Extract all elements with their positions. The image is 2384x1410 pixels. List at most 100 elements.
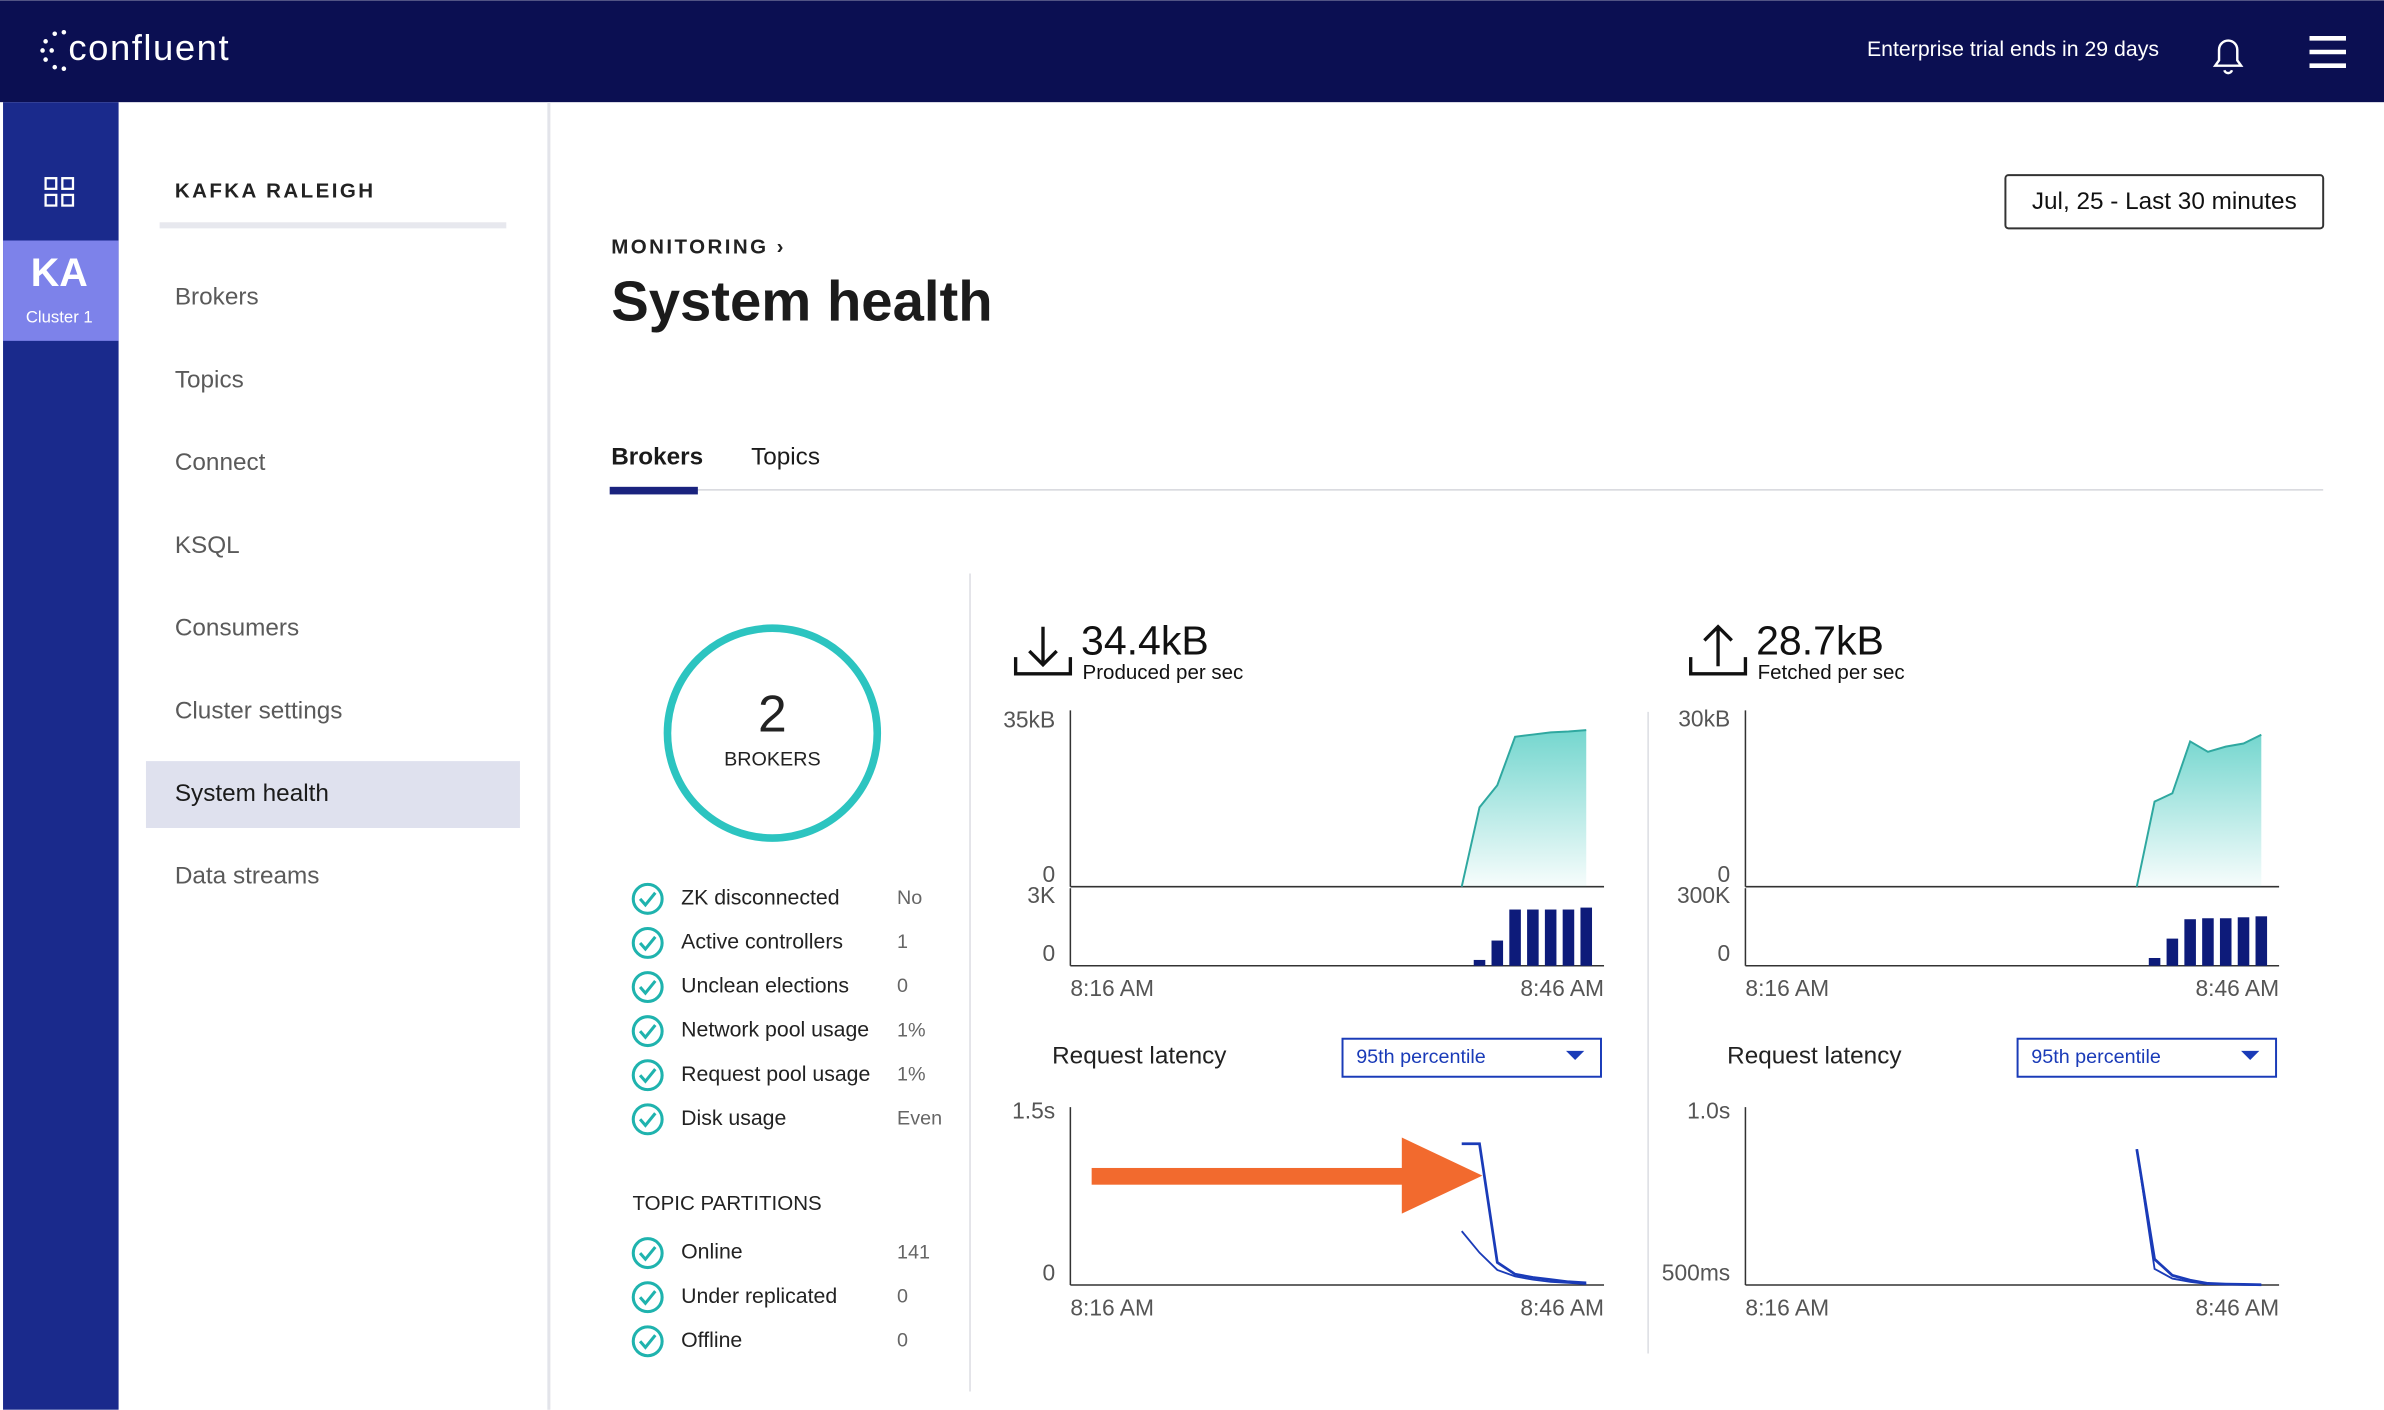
request-bar <box>1509 909 1521 966</box>
latency-line <box>2135 1149 2262 1286</box>
check-mark <box>638 979 657 996</box>
request-bar <box>1580 907 1593 966</box>
tab-indicator <box>609 486 698 495</box>
request-bar <box>1562 909 1575 966</box>
x-tick-label: 8:16 AM <box>1070 1294 1154 1320</box>
x-tick-label: 8:46 AM <box>1520 1294 1604 1320</box>
check-mark <box>638 1246 657 1262</box>
check-mark <box>638 1068 657 1084</box>
stat-label: Request pool usage <box>681 1062 870 1086</box>
stat-value: 1% <box>897 1019 926 1041</box>
broker-count: 2 <box>758 685 787 743</box>
request-bar <box>2255 916 2268 966</box>
request-bar <box>1491 940 1504 966</box>
stat-value: 0 <box>897 1330 908 1352</box>
request-bar <box>2166 938 2179 966</box>
y-tick-label: 3K <box>1027 882 1055 908</box>
bell-icon[interactable] <box>2212 39 2244 75</box>
y-tick-label: 0 <box>1042 861 1055 887</box>
stat-label: Online <box>681 1240 742 1264</box>
cluster-tile[interactable] <box>3 240 119 341</box>
y-tick-label: 0 <box>1718 861 1731 887</box>
latency-line <box>1461 1230 1587 1285</box>
check-mark <box>638 1290 657 1306</box>
percentile-dropdown[interactable] <box>1341 1037 1602 1078</box>
page-title: System health <box>611 270 992 333</box>
tab[interactable]: Topics <box>751 443 820 470</box>
tab[interactable]: Brokers <box>611 443 703 470</box>
check-mark <box>638 1112 657 1128</box>
percentile-dropdown[interactable] <box>2016 1037 2278 1078</box>
check-mark <box>638 935 657 952</box>
y-tick-label: 1.0s <box>1687 1098 1730 1124</box>
broker-label: BROKERS <box>724 749 821 771</box>
stat-label: ZK disconnected <box>681 885 839 909</box>
sidebar-title: KAFKA RALEIGH <box>175 179 376 202</box>
y-tick-label: 0 <box>1718 940 1731 966</box>
check-icon <box>631 1103 664 1136</box>
request-bar <box>2202 918 2214 966</box>
breadcrumb[interactable]: MONITORING › <box>611 236 786 259</box>
cluster-label: Cluster 1 <box>26 307 93 326</box>
y-tick-label: 30kB <box>1678 705 1730 731</box>
throughput-line <box>2135 733 2262 887</box>
percentile-label: 95th percentile <box>1356 1046 1486 1068</box>
grid-icon[interactable] <box>44 177 75 207</box>
partitions-title: TOPIC PARTITIONS <box>632 1192 821 1215</box>
check-icon <box>631 1237 664 1270</box>
broker-ring <box>663 624 882 842</box>
percentile-label: 95th percentile <box>2031 1046 2161 1068</box>
latency-title: Request latency <box>1727 1042 1902 1069</box>
check-icon <box>631 1281 664 1314</box>
stat-value: No <box>897 887 922 909</box>
sidebar-item[interactable]: Connect <box>175 449 266 476</box>
sidebar-item[interactable]: System health <box>175 780 329 807</box>
tabs: Brokers Topics <box>609 443 820 495</box>
date-range-button[interactable] <box>2004 174 2325 230</box>
y-tick-label: 0 <box>1042 1259 1055 1285</box>
metric-value: 34.4kB <box>1081 617 1209 663</box>
request-bar <box>2184 919 2196 966</box>
stat-value: 141 <box>897 1241 930 1263</box>
request-bar <box>1527 909 1539 966</box>
metric-value: 28.7kB <box>1756 617 1884 663</box>
stat-label: Disk usage <box>681 1106 786 1130</box>
sidebar-menu: Brokers Topics Connect KSQL Consumers Cluster… <box>145 284 520 890</box>
check-icon <box>631 1059 664 1092</box>
annotation-arrow <box>1091 1137 1483 1214</box>
menu-icon[interactable] <box>2309 36 2346 68</box>
x-tick-label: 8:46 AM <box>2195 1294 2279 1320</box>
y-tick-label: 300K <box>1677 882 1730 908</box>
sidebar-item[interactable]: Data streams <box>175 863 320 890</box>
request-bar <box>2237 917 2250 966</box>
x-tick-label: 8:46 AM <box>1520 975 1604 1001</box>
sidebar-item[interactable]: Brokers <box>175 284 259 311</box>
sidebar-item[interactable]: Cluster settings <box>175 697 343 724</box>
request-bar <box>1473 959 1486 966</box>
latency-line <box>2135 1148 2262 1287</box>
throughput-line <box>1460 729 1587 887</box>
check-mark <box>638 1024 657 1040</box>
sidebar-item[interactable]: Consumers <box>175 615 299 642</box>
y-tick-label: 0 <box>1042 940 1055 966</box>
stat-value: 1 <box>897 931 908 953</box>
logo[interactable]: confluent <box>68 27 230 68</box>
dropdown-caret <box>2241 1050 2260 1061</box>
request-bar <box>2148 957 2161 966</box>
upload-icon <box>1689 624 1748 676</box>
sidebar-active-bg <box>145 761 520 829</box>
stat-label: Offline <box>681 1328 742 1352</box>
sidebar-item[interactable]: KSQL <box>175 532 240 559</box>
stat-value: 1% <box>897 1063 926 1085</box>
dropdown-caret <box>1566 1050 1585 1061</box>
trial-notice: Enterprise trial ends in 29 days <box>1867 37 2159 61</box>
stat-label: Network pool usage <box>681 1018 869 1042</box>
check-icon <box>631 882 664 915</box>
sidebar-item[interactable]: Topics <box>175 366 244 393</box>
metric-label: Produced per sec <box>1083 661 1244 684</box>
check-icon <box>631 971 664 1003</box>
check-mark <box>638 891 657 908</box>
x-tick-label: 8:16 AM <box>1745 975 1829 1001</box>
